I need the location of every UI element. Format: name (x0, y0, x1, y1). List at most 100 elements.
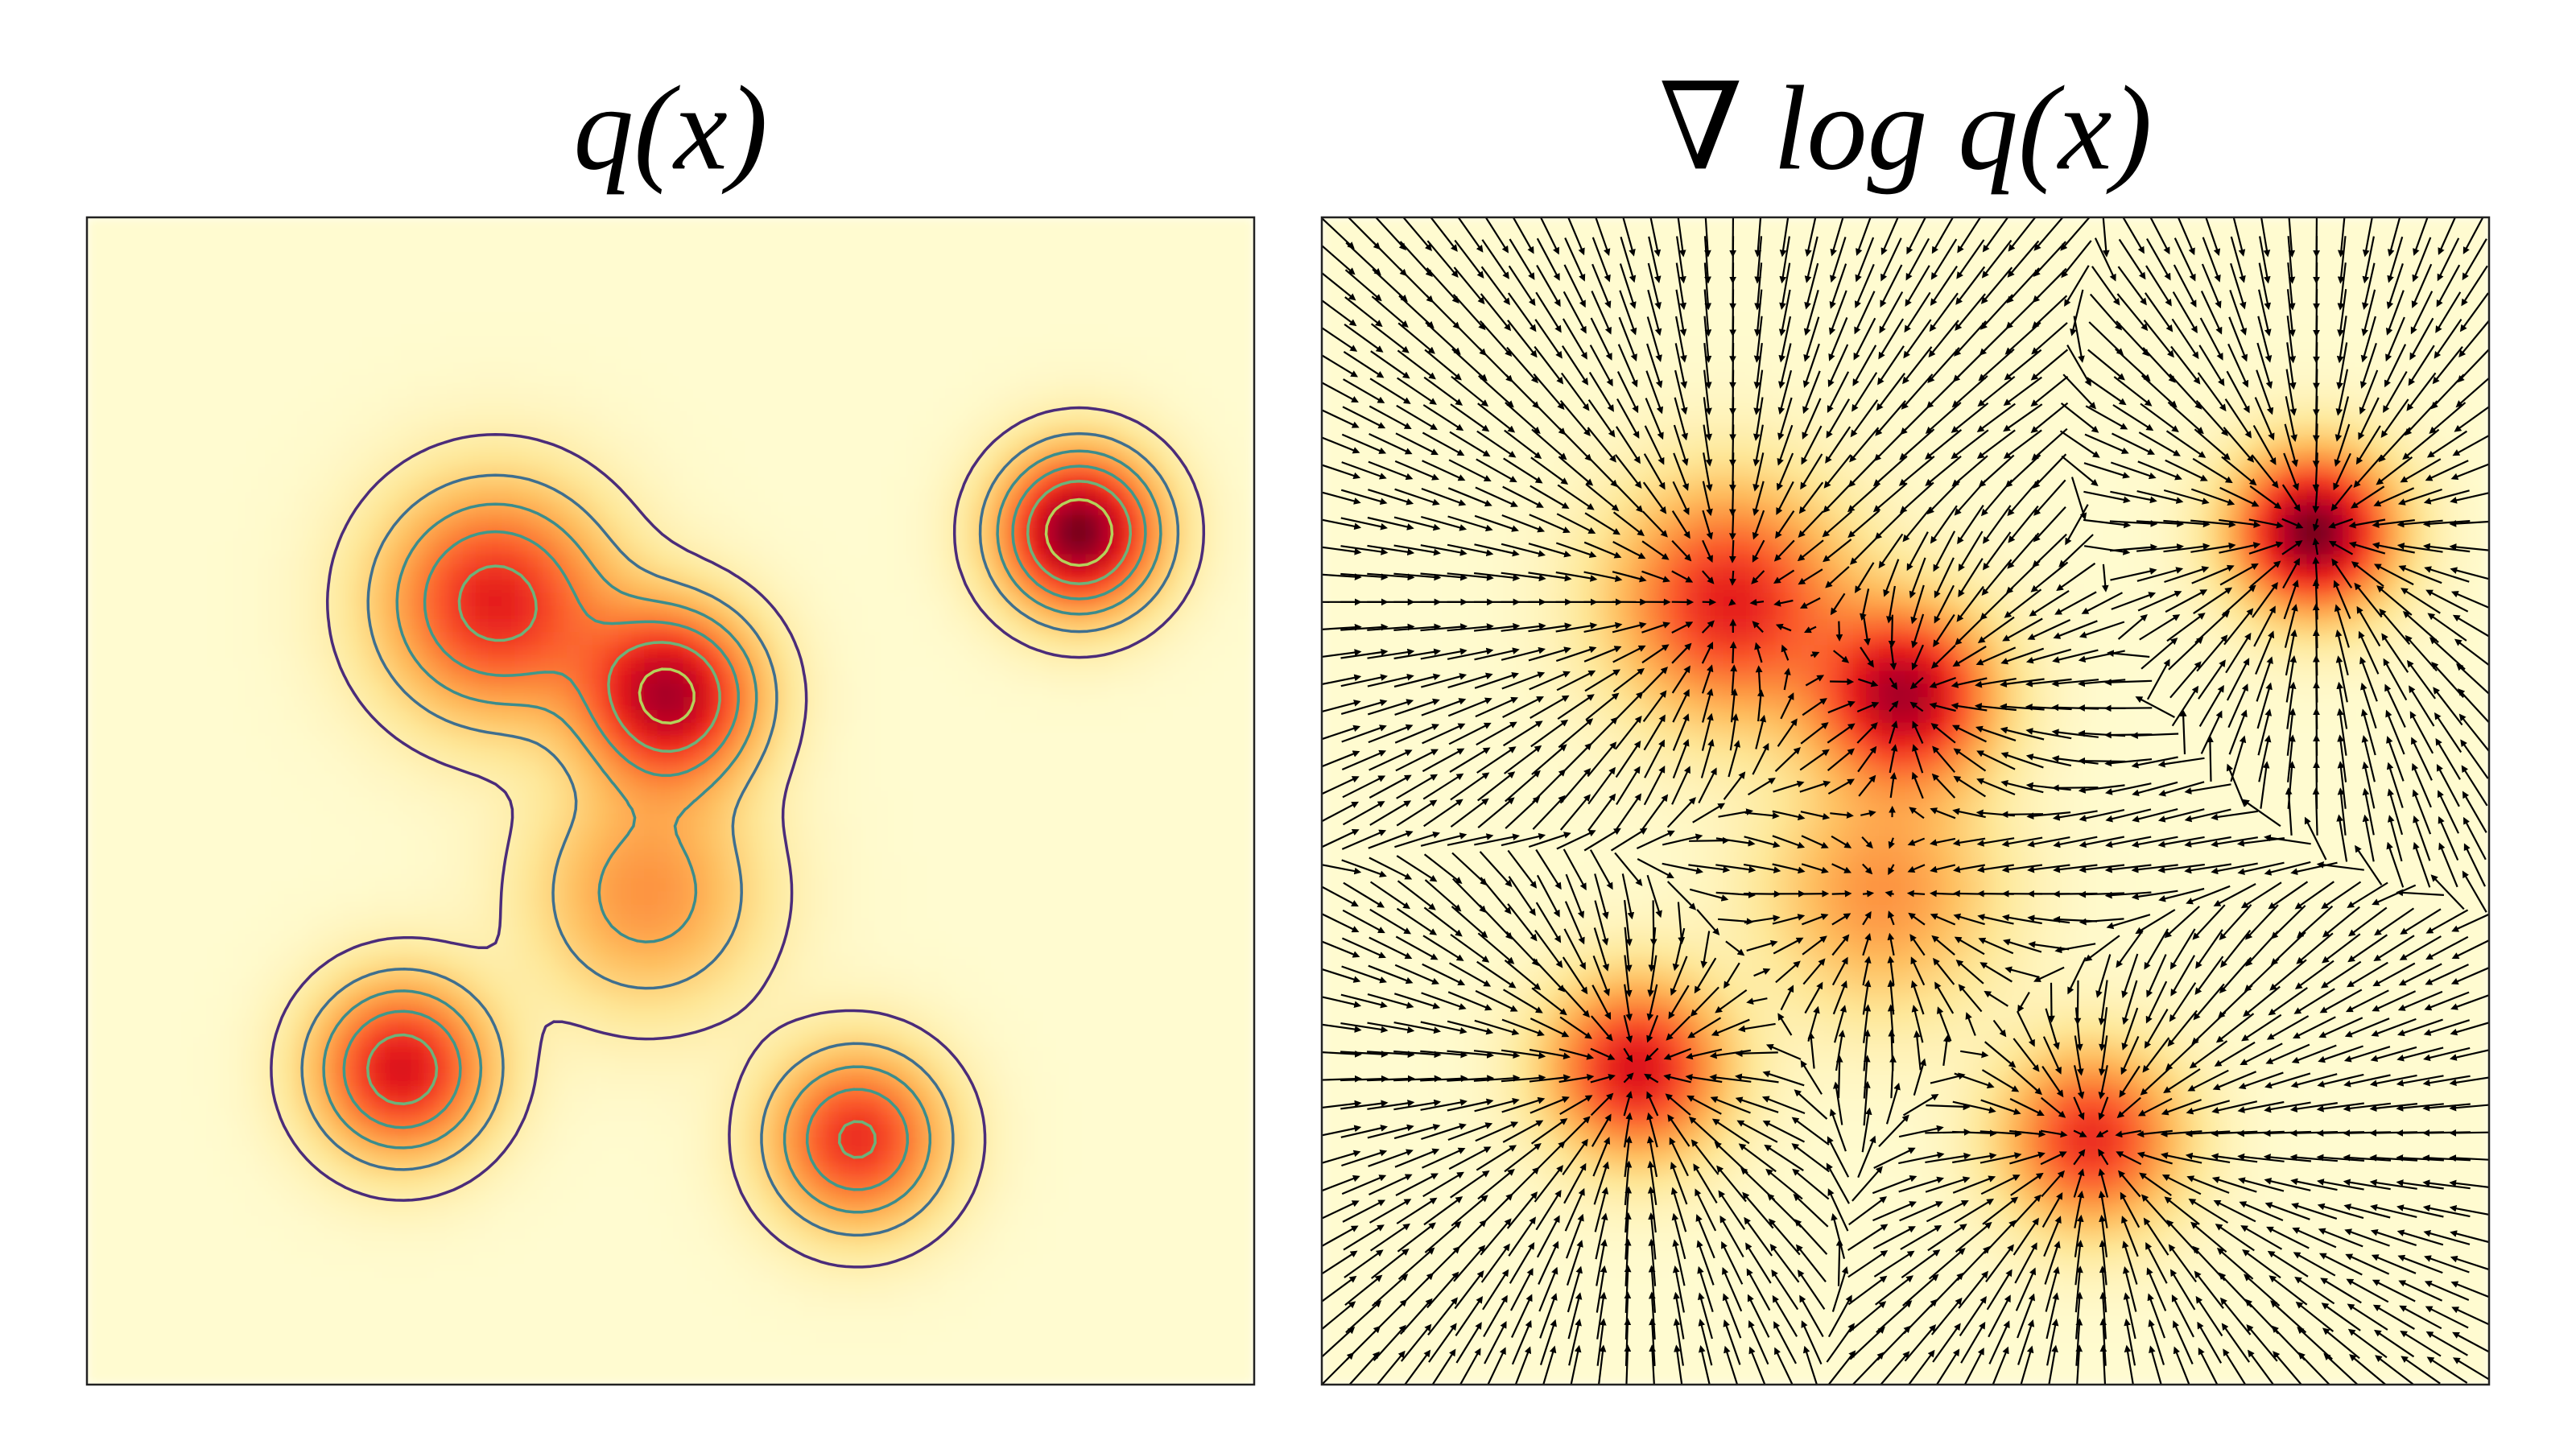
heat-cell (87, 904, 101, 919)
heat-cell (177, 346, 192, 361)
heat-cell (254, 917, 269, 931)
heat-cell (657, 476, 671, 490)
heat-cell (385, 709, 399, 724)
heat-cell (579, 1072, 593, 1087)
heat-cell (475, 359, 489, 374)
heat-cell (385, 1176, 399, 1191)
heat-cell (268, 982, 283, 997)
heat-cell (358, 1241, 373, 1256)
heat-cell (670, 943, 684, 957)
heat-cell (99, 696, 114, 711)
heat-cell (605, 722, 619, 737)
heat-cell (774, 217, 788, 231)
heat-cell (696, 541, 710, 555)
heat-cell (735, 385, 749, 399)
heat-cell (748, 1267, 762, 1282)
heat-cell (436, 774, 451, 789)
heat-cell (553, 333, 568, 348)
heat-cell (436, 295, 451, 309)
heat-cell (553, 904, 568, 919)
heat-cell (502, 683, 516, 698)
heat-cell (670, 515, 684, 530)
heat-cell (553, 891, 568, 906)
heat-cell (164, 1099, 179, 1113)
heat-cell (708, 242, 723, 257)
heat-cell (514, 762, 529, 776)
heat-cell (488, 1371, 502, 1385)
heat-cell (164, 320, 179, 335)
heat-cell (670, 398, 684, 413)
heat-cell (203, 671, 217, 685)
heat-cell (644, 1280, 658, 1294)
heat-cell (138, 1202, 152, 1216)
heat-cell (216, 242, 230, 257)
heat-cell (592, 982, 606, 997)
heat-cell (683, 411, 697, 426)
heat-cell (527, 1345, 542, 1360)
heat-cell (514, 956, 529, 970)
heat-cell (371, 1306, 386, 1320)
heat-cell (385, 541, 399, 555)
heat-cell (294, 1241, 308, 1256)
heat-cell (332, 424, 347, 439)
heat-cell (605, 1099, 619, 1113)
heat-cell (216, 696, 230, 711)
heat-cell (761, 709, 775, 724)
heat-cell (203, 774, 217, 789)
heat-cell (164, 1332, 179, 1347)
heat-cell (151, 1345, 166, 1360)
heat-cell (411, 878, 425, 893)
heat-cell (87, 605, 101, 620)
heat-cell (670, 852, 684, 866)
heat-cell (735, 450, 749, 464)
heat-cell (449, 333, 464, 348)
heat-cell (618, 1137, 633, 1152)
heat-cell (462, 956, 477, 970)
heat-cell (99, 852, 114, 866)
heat-cell (216, 502, 230, 516)
heat-cell (254, 308, 269, 322)
panel-title: ∇ log q(x) (1659, 61, 2153, 195)
heat-cell (449, 450, 464, 464)
heat-cell (203, 1085, 217, 1100)
heat-cell (411, 632, 425, 646)
heat-cell (644, 865, 658, 880)
heat-cell (151, 567, 166, 581)
heat-cell (254, 1008, 269, 1022)
heat-cell (657, 1267, 671, 1282)
heat-cell (502, 320, 516, 335)
heat-cell (631, 968, 646, 983)
heat-cell (138, 826, 152, 840)
heat-cell (385, 476, 399, 490)
heat-cell (605, 1241, 619, 1256)
heat-cell (203, 282, 217, 296)
heat-cell (190, 242, 204, 257)
heat-cell (786, 411, 801, 426)
heat-cell (320, 930, 334, 944)
heat-cell (177, 1072, 192, 1087)
heat-cell (345, 346, 360, 361)
heat-cell (748, 865, 762, 880)
heat-cell (436, 917, 451, 931)
heat-cell (398, 1267, 412, 1282)
heat-cell (566, 359, 580, 374)
heat-cell (721, 1319, 736, 1333)
heat-cell (254, 943, 269, 957)
heat-cell (462, 852, 477, 866)
heat-cell (657, 956, 671, 970)
heat-cell (631, 722, 646, 737)
heat-cell (748, 463, 762, 477)
heat-cell (502, 878, 516, 893)
heat-cell (527, 917, 542, 931)
heat-cell (307, 528, 321, 543)
heat-cell (462, 1216, 477, 1230)
density-panel (87, 217, 1254, 1385)
heat-cell (618, 1358, 633, 1373)
heat-cell (371, 489, 386, 503)
heat-cell (358, 450, 373, 464)
heat-cell (786, 995, 801, 1009)
heat-cell (411, 308, 425, 322)
heat-cell (592, 632, 606, 646)
heat-cell (696, 956, 710, 970)
heat-cell (423, 917, 438, 931)
